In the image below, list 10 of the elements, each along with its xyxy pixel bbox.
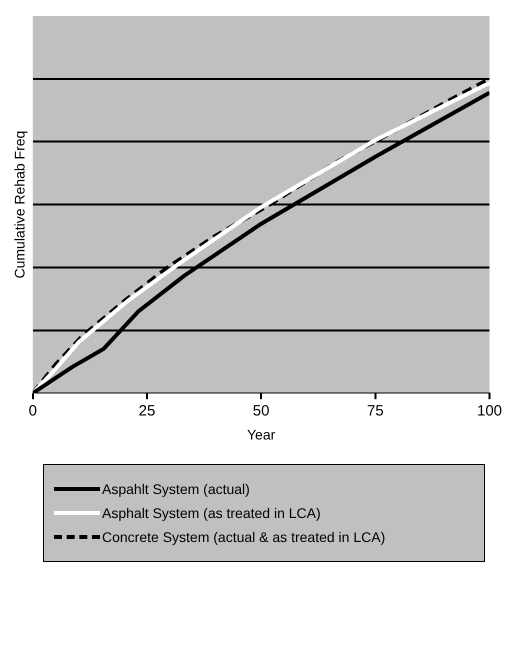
legend-label: Concrete System (actual & as treated in LCA) bbox=[102, 529, 386, 545]
x-axis-title: Year bbox=[246, 426, 276, 442]
legend-label: Aspahlt System (actual) bbox=[102, 481, 250, 497]
x-tick-label: 100 bbox=[476, 402, 502, 420]
x-tick-label: 25 bbox=[138, 402, 156, 420]
x-tick-label: 50 bbox=[252, 402, 270, 420]
y-axis-title: Cumulative Rehab Freq bbox=[11, 130, 28, 279]
x-tick-label: 0 bbox=[28, 402, 37, 420]
legend-label: Asphalt System (as treated in LCA) bbox=[102, 505, 321, 521]
x-tick-label: 75 bbox=[366, 402, 384, 420]
